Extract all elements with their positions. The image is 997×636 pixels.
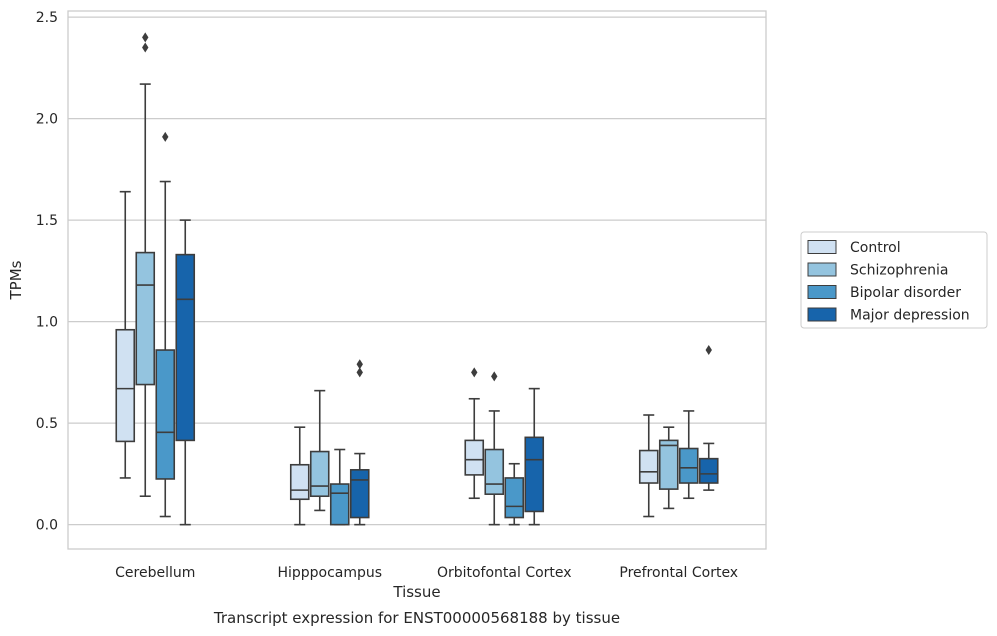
legend-swatch xyxy=(807,262,837,277)
box-iqr xyxy=(175,253,196,442)
box-schizophrenia xyxy=(309,389,330,512)
legend-swatch xyxy=(807,285,837,299)
box-iqr xyxy=(349,469,370,519)
y-tick-label: 2.0 xyxy=(36,112,58,128)
box-control xyxy=(464,367,485,500)
y-tick-label: 2.5 xyxy=(36,10,58,26)
box-bipolar-disorder xyxy=(329,448,350,526)
y-tick-labels: 0.0 0.5 1.0 1.5 2.0 2.5 xyxy=(36,10,58,534)
legend-label: Control xyxy=(850,240,901,256)
box-major-depression xyxy=(698,345,719,491)
legend-label: Schizophrenia xyxy=(850,263,948,279)
legend-label: Bipolar disorder xyxy=(850,285,961,301)
box-iqr xyxy=(155,349,176,480)
box-bipolar-disorder xyxy=(504,462,525,526)
x-tick-label: Cerebellum xyxy=(115,565,195,581)
box-bipolar-disorder xyxy=(678,410,699,500)
outlier-point xyxy=(491,371,498,382)
y-tick-label: 1.5 xyxy=(36,213,58,229)
box-control xyxy=(115,190,136,479)
box-iqr xyxy=(115,328,136,443)
box-iqr xyxy=(289,463,310,501)
legend: Control Schizophrenia Bipolar disorder Majo… xyxy=(800,231,988,329)
box-schizophrenia xyxy=(484,371,505,526)
box-control xyxy=(638,414,659,518)
box-major-depression xyxy=(175,219,196,526)
box-control xyxy=(289,426,310,526)
legend-label: Major depression xyxy=(850,308,970,324)
outlier-point xyxy=(705,345,712,356)
legend-item: Control xyxy=(807,240,901,256)
box-groups xyxy=(115,32,719,526)
x-tick-label: Hipppocampus xyxy=(277,565,382,581)
box-iqr xyxy=(638,449,659,484)
box-iqr xyxy=(678,447,699,484)
box-schizophrenia xyxy=(658,426,679,510)
outlier-point xyxy=(471,367,478,378)
legend-item: Bipolar disorder xyxy=(807,285,961,301)
chart-caption: Transcript expression for ENST0000056818… xyxy=(213,609,620,627)
x-tick-label: Prefrontal Cortex xyxy=(619,565,738,581)
y-tick-label: 0.0 xyxy=(36,518,58,534)
y-tick-label: 0.5 xyxy=(36,416,58,432)
outlier-point xyxy=(142,32,149,43)
box-iqr xyxy=(329,483,350,526)
box-iqr xyxy=(464,439,485,476)
box-schizophrenia xyxy=(135,32,156,498)
box-iqr xyxy=(135,251,156,386)
x-tick-label: Orbitofontal Cortex xyxy=(437,565,572,581)
legend-item: Schizophrenia xyxy=(807,262,948,279)
box-iqr xyxy=(698,457,719,484)
outlier-point xyxy=(356,367,363,378)
legend-item: Major depression xyxy=(807,307,970,324)
legend-swatch xyxy=(807,240,837,254)
y-axis-label: TPMs xyxy=(7,260,25,300)
outlier-point xyxy=(162,131,169,142)
outlier-point xyxy=(356,359,363,370)
outlier-point xyxy=(142,42,149,53)
x-axis-label: Tissue xyxy=(392,583,440,601)
x-tick-labels: Cerebellum Hipppocampus Orbitofontal Corte… xyxy=(115,565,738,581)
y-tick-label: 1.0 xyxy=(36,315,58,331)
box-iqr xyxy=(309,450,330,498)
plot-frame xyxy=(67,10,767,550)
box-iqr xyxy=(658,439,679,490)
box-iqr xyxy=(524,436,545,513)
box-iqr xyxy=(504,477,525,519)
box-major-depression xyxy=(349,359,370,526)
box-iqr xyxy=(484,448,505,495)
box-bipolar-disorder xyxy=(155,131,176,518)
box-major-depression xyxy=(524,387,545,526)
legend-frame xyxy=(800,231,988,329)
legend-swatch xyxy=(807,307,837,322)
